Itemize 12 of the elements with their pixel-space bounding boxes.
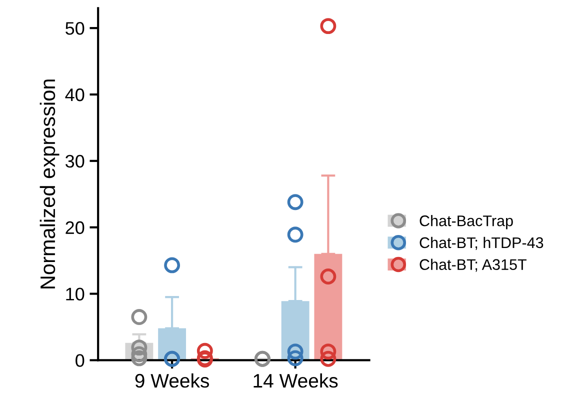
legend-label: Chat-BT; hTDP-43	[420, 236, 544, 250]
legend-label: Chat-BT; A315T	[420, 258, 527, 272]
x-tick-label: 9 Weeks	[135, 373, 209, 388]
y-tick-label: 10	[66, 288, 84, 300]
y-tick-label: 0	[76, 354, 84, 367]
y-tick-label: 40	[65, 88, 84, 102]
y-axis-title: Normalized expression	[40, 80, 60, 288]
y-tick-label: 30	[66, 154, 84, 168]
y-tick-label: 20	[66, 221, 84, 234]
legend-label: Chat-BacTrap	[420, 215, 513, 230]
x-tick-label: 14 Weeks	[254, 373, 338, 388]
y-tick-label: 50	[66, 22, 84, 35]
